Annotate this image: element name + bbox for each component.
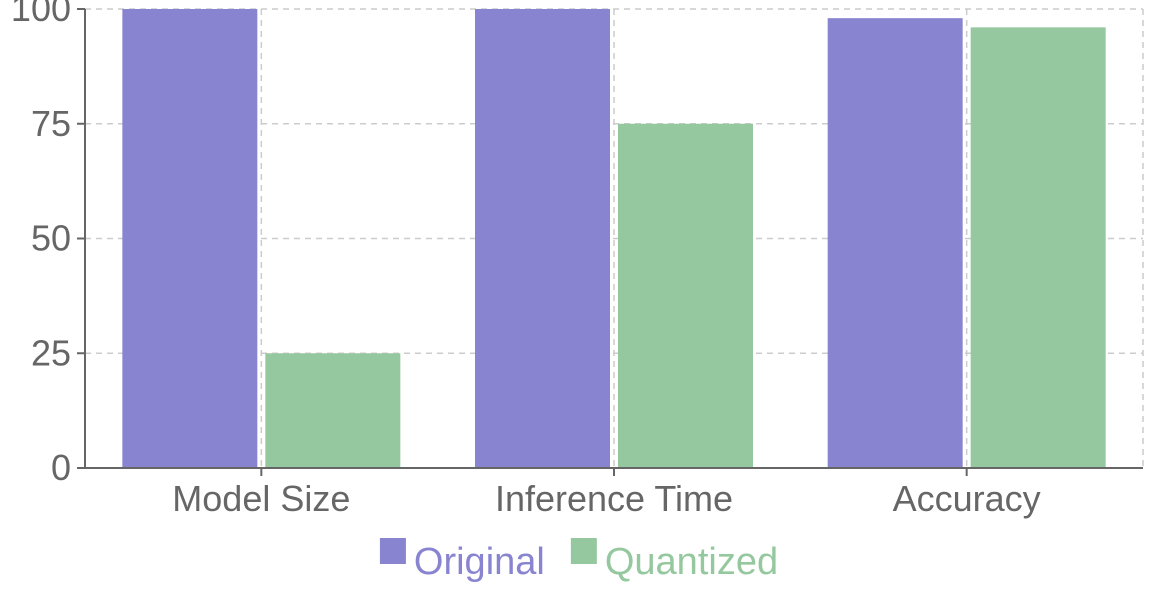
bar-quantized-inference-time: [618, 123, 753, 468]
y-tick-label: 0: [51, 447, 71, 488]
y-axis-ticks: 0 25 50 75 100: [11, 0, 85, 488]
legend-label-original: Original: [414, 541, 545, 583]
y-tick-label: 25: [31, 332, 71, 373]
bar-quantized-accuracy: [970, 27, 1106, 469]
bars: [122, 9, 1106, 469]
legend-swatch-quantized: [570, 538, 597, 564]
grid-lines: [85, 8, 1144, 468]
x-tick-label: Accuracy: [893, 478, 1041, 519]
y-tick-label: 75: [31, 103, 71, 144]
bar-quantized-model-size: [265, 353, 401, 468]
x-axis-ticks: Model Size Inference Time Accuracy: [172, 468, 1041, 519]
bar-original-inference-time: [475, 9, 610, 468]
bar-original-accuracy: [827, 18, 963, 469]
legend-swatch-original: [379, 538, 406, 564]
bar-original-model-size: [122, 9, 258, 468]
legend: Original Quantized: [379, 538, 778, 583]
x-tick-label: Inference Time: [495, 478, 733, 519]
y-tick-label: 50: [31, 218, 71, 259]
y-tick-label: 100: [11, 0, 71, 29]
legend-label-quantized: Quantized: [605, 541, 778, 583]
x-tick-label: Model Size: [172, 478, 350, 519]
